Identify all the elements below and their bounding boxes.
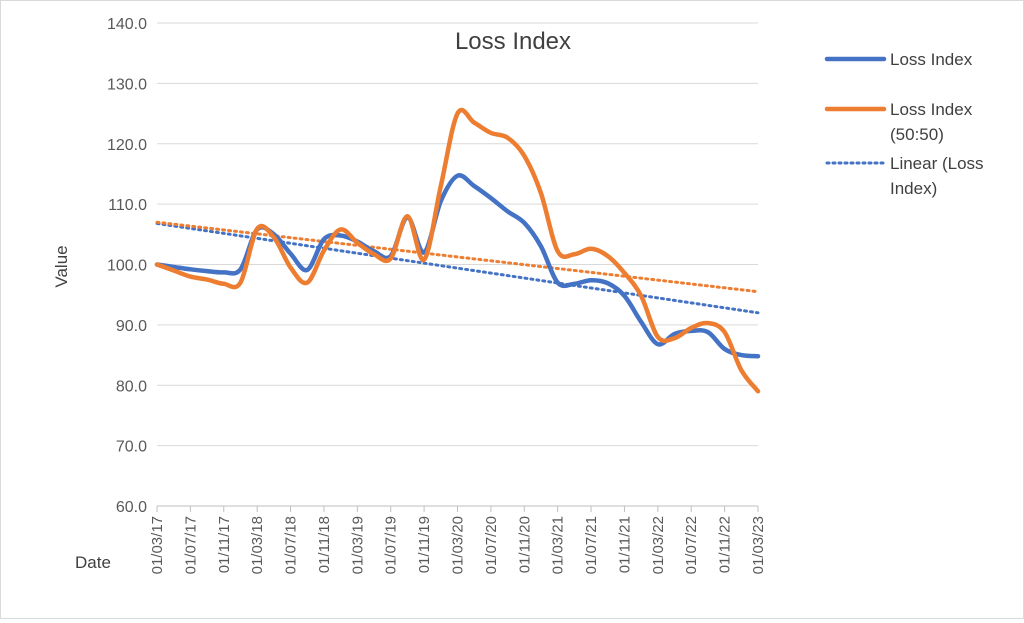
y-tick-label: 110.0 [108, 197, 147, 214]
legend-label: Linear (Loss [890, 154, 984, 173]
legend-label: Loss Index [890, 50, 973, 69]
trendline-2 [155, 221, 760, 315]
x-tick-label: 01/03/19 [349, 516, 366, 574]
x-tick-label: 01/11/20 [516, 516, 533, 573]
x-tick-label: 01/11/19 [416, 516, 433, 573]
x-tick-label: 01/07/22 [683, 516, 700, 574]
x-tick-label: 01/03/21 [550, 516, 567, 574]
y-tick-label: 80.0 [116, 378, 147, 395]
x-tick-label: 01/07/18 [283, 516, 300, 574]
x-tick-label: 01/11/18 [316, 516, 333, 573]
legend-item: Loss Index (50:50) [824, 100, 973, 144]
x-tick-label: 01/03/20 [450, 516, 467, 574]
x-tick-label: 01/11/21 [616, 516, 633, 573]
y-axis-label: Value [52, 245, 71, 287]
x-tick-label: 01/03/23 [750, 516, 767, 574]
legend-label: Loss Index [890, 100, 973, 119]
series-line-1 [154, 107, 761, 394]
y-tick-label: 120.0 [107, 137, 147, 154]
x-axis-label: Date [75, 553, 111, 572]
x-tick-label: 01/07/20 [483, 516, 500, 574]
x-tick-label: 01/03/22 [650, 516, 667, 574]
y-tick-label: 90.0 [116, 318, 147, 335]
legend: Loss Index Loss Index (50:50) Linear (Loss I… [824, 50, 984, 198]
chart-title: Loss Index [455, 28, 571, 55]
y-tick-label: 100.0 [107, 258, 147, 275]
legend-label: Index) [890, 179, 937, 198]
y-tick-label: 60.0 [116, 499, 147, 516]
y-tick-label: 140.0 [107, 16, 147, 33]
x-tick-label: 01/07/21 [583, 516, 600, 574]
legend-item: Linear (Loss Index) [825, 154, 984, 198]
x-tick-label: 01/07/19 [383, 516, 400, 574]
x-tick-label: 01/03/17 [149, 516, 166, 574]
gridlines [157, 22, 758, 447]
x-tick-label: 01/03/18 [249, 516, 266, 574]
y-tick-label: 70.0 [116, 439, 147, 456]
legend-item: Loss Index [824, 50, 973, 69]
series-lines [154, 107, 761, 394]
x-tick-label: 01/11/22 [717, 516, 734, 573]
x-tick-label: 01/07/17 [182, 516, 199, 574]
y-tick-label: 130.0 [107, 76, 147, 93]
x-tick-label: 01/11/17 [216, 516, 233, 573]
axes: 60.0 70.0 80.0 90.0 100.0 110.0 120.0 130.0 140.… [107, 16, 767, 574]
legend-label: (50:50) [890, 125, 944, 144]
